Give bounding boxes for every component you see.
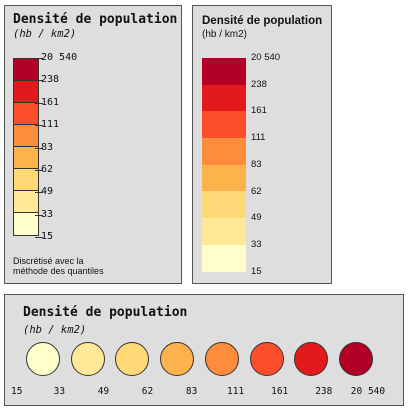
class-label: 62 xyxy=(141,386,154,397)
color-swatch xyxy=(202,111,246,139)
class-label: 62 xyxy=(41,164,54,175)
class-label: 111 xyxy=(251,132,266,144)
class-label: 83 xyxy=(185,386,198,397)
color-circle xyxy=(70,342,105,376)
color-circle xyxy=(338,342,373,376)
class-label: 33 xyxy=(251,238,262,250)
class-label: 20 540 xyxy=(251,52,281,63)
class-label: 15 xyxy=(11,386,23,397)
color-swatch xyxy=(14,125,38,147)
class-label: 15 xyxy=(41,231,54,243)
color-ramp xyxy=(202,58,246,272)
color-swatch xyxy=(14,103,38,125)
note-line-1: Discrétisé avec la xyxy=(13,256,84,266)
class-label: 33 xyxy=(53,386,66,397)
class-label: 111 xyxy=(227,386,245,397)
class-label: 83 xyxy=(251,158,262,170)
color-circle xyxy=(204,342,239,376)
class-label: 49 xyxy=(41,186,54,198)
color-swatch xyxy=(14,169,38,191)
class-tick xyxy=(35,170,43,171)
class-tick xyxy=(35,102,43,104)
class-label: 15 xyxy=(251,265,262,277)
color-swatch xyxy=(14,191,38,213)
class-label: 20 540 xyxy=(41,52,78,63)
class-tick xyxy=(35,237,43,239)
legend-panel-circles: Densité de population (hb / km2) 15 33 49 6… xyxy=(4,294,404,406)
class-label: 238 xyxy=(251,78,267,90)
class-label: 238 xyxy=(315,386,333,397)
class-label: 161 xyxy=(41,96,60,108)
color-swatch xyxy=(202,164,246,192)
legend-subtitle: (hb / km2) xyxy=(202,29,248,40)
class-label: 111 xyxy=(41,119,60,131)
class-tick xyxy=(35,80,43,82)
legend-title: Densité de population xyxy=(202,15,323,27)
class-label: 20 540 xyxy=(350,386,386,397)
color-swatch xyxy=(202,58,246,85)
legend-panel-mono: Densité de population (hb / km2) 20 540 2… xyxy=(4,5,182,284)
legend-panel-sans: Densité de population (hb / km2) 20 540 2… xyxy=(192,5,332,284)
color-swatch xyxy=(14,147,38,169)
class-label: 33 xyxy=(41,208,54,220)
class-label: 238 xyxy=(41,74,60,86)
class-tick xyxy=(35,192,43,194)
color-circle xyxy=(249,342,284,376)
color-swatch xyxy=(14,59,38,81)
legend-subtitle: (hb / km2) xyxy=(13,28,77,40)
note-line-2: méthode des quantiles xyxy=(13,266,104,276)
class-label: 62 xyxy=(251,185,262,197)
class-tick xyxy=(35,58,43,59)
class-label: 161 xyxy=(271,386,289,397)
color-circle xyxy=(115,342,150,376)
color-circle xyxy=(294,342,329,376)
class-label: 49 xyxy=(251,212,262,224)
color-swatch xyxy=(202,191,246,219)
color-swatch xyxy=(14,81,38,103)
color-swatch xyxy=(14,213,38,235)
legend-title: Densité de population xyxy=(23,305,188,320)
legend-subtitle: (hb / km2) xyxy=(23,324,87,336)
class-tick xyxy=(35,214,43,216)
class-label: 161 xyxy=(251,105,267,117)
class-tick xyxy=(35,125,43,127)
color-swatch xyxy=(202,138,246,165)
color-swatch xyxy=(202,244,246,272)
legend-title: Densité de population xyxy=(13,12,178,27)
color-circle xyxy=(160,342,195,376)
class-tick xyxy=(35,147,43,149)
class-label: 83 xyxy=(41,141,54,153)
color-swatch xyxy=(202,218,246,245)
class-label: 49 xyxy=(97,386,110,397)
color-circle xyxy=(26,342,60,376)
color-swatch xyxy=(202,84,246,112)
classification-note: Discrétisé avec la méthode des quantiles xyxy=(13,256,104,276)
color-ramp xyxy=(13,58,39,236)
